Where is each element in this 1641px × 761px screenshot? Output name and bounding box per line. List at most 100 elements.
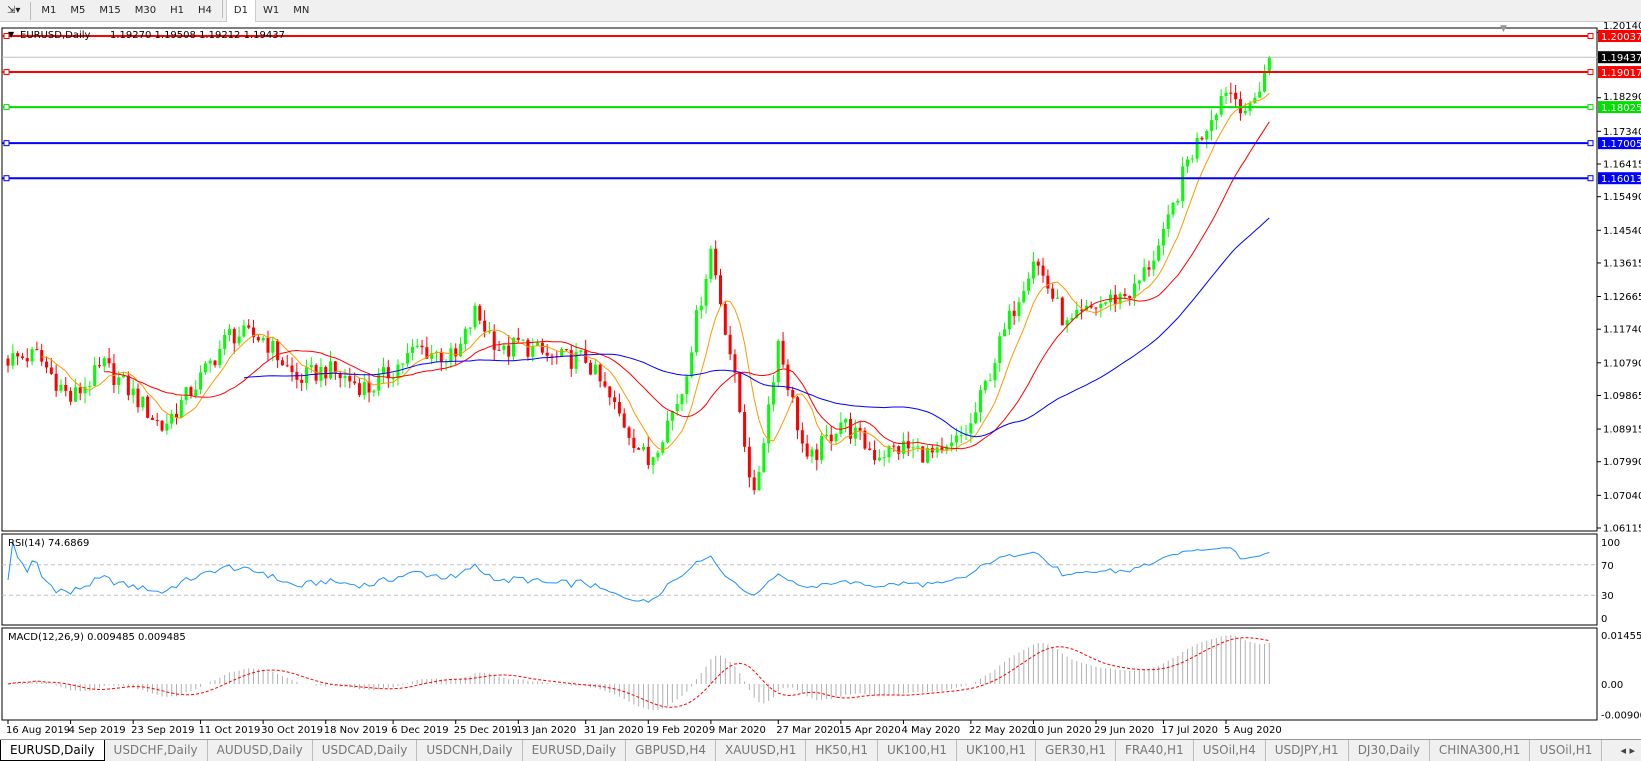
candle-body [1147,267,1151,270]
cursor-tools-icon[interactable]: ⇲▾ [7,4,21,16]
candle [1118,292,1122,310]
chart-tab[interactable]: USOil,H1 [1530,740,1603,761]
timeframe-m1[interactable]: M1 [41,4,57,16]
candle [839,412,843,437]
candle [444,358,448,371]
candle [126,371,130,401]
candle [93,356,97,387]
chart-tab[interactable]: GER30,H1 [1036,740,1116,761]
candle-body [64,384,68,391]
timeframe-m30[interactable]: M30 [134,4,157,16]
timeframe-m5[interactable]: M5 [70,4,86,16]
candle [285,354,289,368]
chart-tab[interactable]: USDCHF,Daily [105,740,208,761]
candle [863,427,867,451]
candle-body [213,360,217,366]
timeframe-h1[interactable]: H1 [170,4,185,16]
candle-body [1219,95,1223,115]
candle [69,387,73,406]
level-price-label: 1.18025 [1601,103,1641,114]
candle [386,359,390,388]
chart-tab[interactable]: USOil,H4 [1194,740,1266,761]
macd-label: MACD(12,26,9) 0.009485 0.009485 [8,632,186,643]
candle-body [815,449,819,461]
candle-body [83,386,87,394]
horizontal-level-line[interactable]: 1.18025 [2,101,1641,114]
candle [449,342,453,368]
candle [954,427,958,452]
chart-tab[interactable]: UK100,H1 [957,740,1037,761]
tab-scroll-arrows-icon[interactable]: ◂ ▸ [1620,744,1635,757]
candle-body [463,328,467,344]
chart-tab[interactable]: USDJPY,H1 [1266,740,1349,761]
chart-tab[interactable]: EURUSD,Daily [523,740,627,761]
candle-body [569,350,573,369]
candle-body [492,331,496,350]
candle [333,360,337,380]
chart-tab[interactable]: CHINA300,H1 [1430,740,1531,761]
candle-body [97,365,101,367]
chart-tab[interactable]: FRA40,H1 [1116,740,1194,761]
horizontal-level-line[interactable]: 1.19017 [2,66,1641,79]
date-axis-label: 31 Jan 2020 [584,725,644,736]
candle-body [16,353,20,357]
chart-tab[interactable]: EURUSD,Daily [0,740,105,761]
price-axis-label: 1.20140 [1603,21,1641,32]
candle [324,365,328,386]
candle-body [502,345,506,350]
level-price-label: 1.16013 [1601,174,1641,185]
candle [959,425,963,444]
candle-body [974,412,978,424]
candle-body [680,394,684,405]
price-chart[interactable]: 1.20140 1.18290 1.17340 1.16415 1.15490 1.145… [0,21,1641,739]
candle [641,443,645,452]
candle [1094,306,1098,316]
candle-body [1161,228,1165,246]
chart-tab[interactable]: HK50,H1 [806,740,878,761]
candle [266,330,270,362]
chart-tab[interactable]: DJ30,Daily [1349,740,1430,761]
candle [478,303,482,325]
candle [463,326,467,352]
candle [1142,258,1146,283]
macd-axis-label: -0.009001 [1601,710,1641,721]
candle [1176,198,1180,206]
horizontal-level-line[interactable]: 1.20037 [2,29,1641,43]
rsi-line [7,541,1270,603]
candle-body [252,327,256,338]
timeframe-m15[interactable]: M15 [99,4,121,16]
chart-tab[interactable]: USDCAD,Daily [313,740,418,761]
candle [150,415,154,421]
candle-body [656,452,660,458]
candle-body [343,376,347,379]
chart-tab[interactable]: UK100,H1 [878,740,957,761]
timeframe-h4[interactable]: H4 [198,4,212,16]
horizontal-level-line[interactable]: 1.16013 [2,172,1641,185]
candle [767,396,771,453]
candle [348,367,352,389]
chart-tab[interactable]: USDCNH,Daily [417,740,523,761]
candle [901,432,905,459]
level-price-badge [1598,66,1641,79]
candle-body [969,423,973,434]
candle-body [122,375,126,378]
candle-body [574,352,578,369]
candle-body [536,342,540,347]
candle-body [1195,137,1199,159]
chart-tab[interactable]: GBPUSD,H4 [626,740,716,761]
candle-body [290,365,294,373]
chart-tab[interactable]: XAUUSD,H1 [716,740,807,761]
candle-body [704,278,708,306]
price-axis-label: 1.12665 [1603,292,1641,303]
candle [964,424,968,440]
candle-body [1094,307,1098,309]
timeframe-d1[interactable]: D1 [225,0,256,22]
candle [709,245,713,283]
candle-body [1185,159,1189,167]
horizontal-level-line[interactable]: 1.17005 [2,137,1641,150]
chart-tab[interactable]: AUDUSD,Daily [208,740,313,761]
timeframe-mn[interactable]: MN [293,4,310,16]
candle-body [78,387,82,394]
ma-fast-line [41,92,1270,453]
timeframe-w1[interactable]: W1 [262,4,280,16]
